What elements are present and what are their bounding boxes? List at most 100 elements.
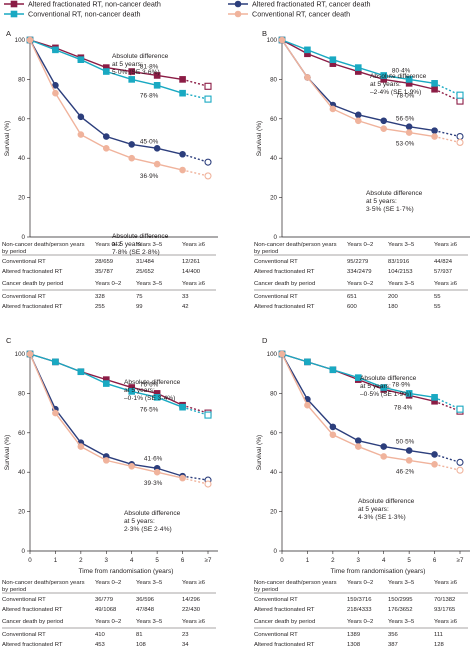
y-tick-label: 60	[18, 116, 25, 123]
five-year-label: 39·3%	[144, 480, 163, 487]
data-point	[153, 72, 161, 79]
x-tick-label: 4	[130, 557, 134, 564]
legend-label-2: Conventional RT, non-cancer death	[28, 10, 141, 19]
table-cell: 36/596	[136, 597, 155, 603]
annotation-line: at 5 years:	[124, 518, 155, 525]
annotation-line: –0·1% (SE 3·4%)	[124, 395, 175, 402]
data-point	[405, 447, 413, 454]
five-year-label: 45·0%	[140, 138, 159, 145]
table-cell: 70/1382	[434, 597, 455, 603]
table-cell: 93/1765	[434, 607, 456, 613]
table-cell: Altered fractionated RT	[254, 642, 315, 648]
table-cell: 14/400	[182, 269, 201, 275]
table-header-cell: Years ≥6	[434, 580, 458, 586]
annotation-line: at 5 years:	[370, 81, 401, 88]
series-extrapolation	[434, 129, 461, 138]
table-header-cell: Cancer death by period	[254, 281, 315, 287]
table-cell: Altered fractionated RT	[254, 304, 315, 310]
table-header-cell: by period	[2, 249, 26, 255]
x-tick-label: 3	[357, 557, 361, 564]
table-cell: 47/848	[136, 607, 155, 613]
five-year-label: 78·9%	[392, 381, 411, 388]
data-point	[128, 68, 136, 75]
annotation-line: at 5 years:	[112, 241, 143, 248]
table-header-cell: Non-cancer death/person years	[2, 580, 85, 586]
data-point	[405, 76, 413, 83]
table-header-cell: Non-cancer death/person years	[254, 242, 337, 248]
extrapolation-point	[456, 458, 464, 466]
data-point	[329, 431, 337, 439]
annotation-line: at 5 years:	[360, 383, 391, 390]
x-tick-label: 2	[331, 557, 335, 564]
x-tick-label: 5	[155, 557, 159, 564]
series-extrapolation	[182, 477, 209, 485]
panel-letter: B	[262, 29, 267, 38]
x-axis-title: Time from randomisation (years)	[78, 568, 173, 575]
data-point	[380, 384, 388, 391]
extrapolation-point	[456, 132, 464, 141]
table-cell: Conventional RT	[2, 294, 46, 300]
series-extrapolation	[182, 92, 209, 100]
table-header-cell: by period	[2, 587, 26, 593]
table-cell: 12/261	[182, 259, 200, 265]
data-point	[380, 117, 388, 125]
annotation-line: 7·8% (SE 2·8%)	[112, 249, 160, 256]
y-tick-label: 20	[18, 195, 25, 202]
y-tick-label: 40	[270, 469, 277, 476]
table-cell: 150/2995	[388, 597, 413, 603]
legend-marker-1	[10, 0, 18, 8]
data-point	[102, 380, 110, 387]
data-point	[380, 72, 388, 79]
table-cell: 176/3652	[388, 607, 413, 613]
five-year-label: 50·5%	[396, 439, 415, 446]
five-year-label: 78·0%	[396, 92, 415, 99]
table-cell: 104/2153	[388, 269, 413, 275]
annotation-line: Absolute difference	[124, 510, 181, 517]
table-header-cell: by period	[254, 587, 278, 593]
annotation-line: Absolute difference	[112, 233, 169, 240]
table-cell: 356	[388, 632, 399, 638]
table-header-cell: Years 3–5	[136, 242, 163, 248]
series-extrapolation	[434, 88, 461, 102]
series-extrapolation	[182, 169, 209, 177]
table-cell: 255	[95, 304, 106, 310]
table-cell: 1389	[347, 632, 360, 638]
table-cell: 83/1916	[388, 259, 410, 265]
legend-marker-3	[234, 0, 242, 8]
y-tick-label: 80	[270, 76, 277, 83]
y-axis-title: Survival (%)	[256, 121, 263, 157]
table-cell: 95/2279	[347, 259, 368, 265]
table-header-cell: Years 3–5	[388, 242, 415, 248]
data-point	[77, 56, 85, 64]
five-year-label: 36·9%	[140, 173, 159, 180]
table-header-cell: Years 0–2	[95, 619, 121, 625]
data-point	[329, 105, 337, 113]
x-tick-label: ≥7	[205, 557, 212, 564]
annotation-line: –0·5% (SE 1·9%)	[360, 391, 411, 398]
absolute-difference-annotation: Absolute difference at 5 years: 3·5% (SE 1…	[366, 190, 423, 213]
x-tick-label: 2	[79, 557, 83, 564]
table-cell: Conventional RT	[254, 632, 298, 638]
panel-a: A 0 20 40 60 80 100 Survival (%) 81·8% 76·8% 45·0%…	[2, 29, 218, 310]
data-point	[380, 125, 388, 132]
extrapolation-point	[456, 138, 464, 146]
x-axis-title: Time from randomisation (years)	[330, 568, 425, 575]
annotation-line: 3·5% (SE 1·7%)	[366, 206, 414, 213]
table-cell: 218/4333	[347, 607, 372, 613]
data-point	[77, 368, 85, 376]
absolute-difference-annotation: Absolute difference at 5 years: 7·8% (SE 2…	[112, 233, 169, 256]
five-year-label: 46·2%	[396, 468, 415, 475]
y-tick-label: 20	[270, 509, 277, 516]
legend-label-4: Conventional RT, cancer death	[252, 10, 350, 19]
extrapolation-point	[204, 411, 212, 419]
table-header-cell: Years ≥6	[182, 242, 206, 248]
legend-label-3: Altered fractionated RT, cancer death	[252, 0, 371, 9]
table-header-cell: Years ≥6	[182, 619, 206, 625]
series-extrapolation	[434, 463, 461, 471]
table-header-cell: Years 3–5	[136, 281, 163, 287]
table-header-cell: Years 3–5	[388, 580, 415, 586]
y-tick-label: 60	[18, 430, 25, 437]
y-tick-label: 100	[15, 351, 26, 358]
